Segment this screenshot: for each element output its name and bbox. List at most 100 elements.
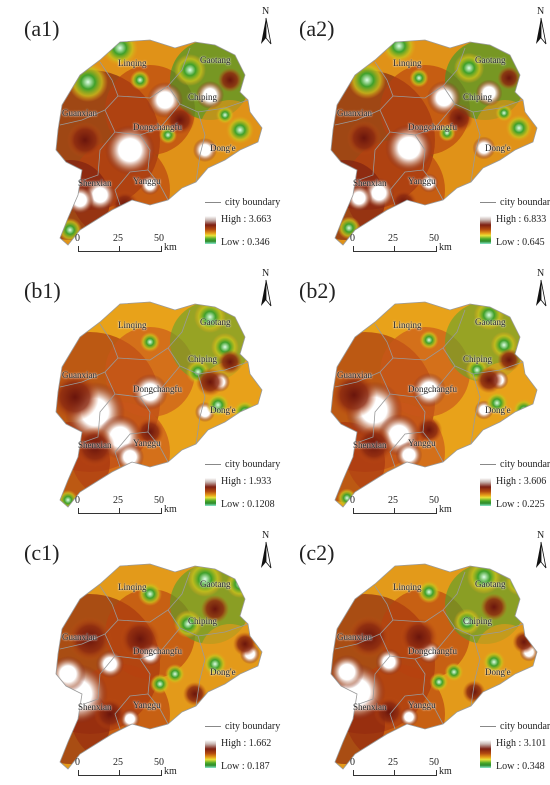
city-label-guanxian: Guanxian — [337, 632, 372, 642]
north-arrow-icon: N — [533, 6, 550, 46]
scale-bar: 0 25 50 km — [75, 233, 177, 258]
hotspot-low — [453, 52, 485, 84]
map-graphic — [55, 39, 263, 246]
hotspot-mid — [475, 366, 503, 394]
scale-tick-0: 0 — [75, 233, 80, 244]
city-label-chiping: Chiping — [188, 92, 218, 102]
city-label-shenxian: Shenxian — [353, 702, 387, 712]
hotspot-mid — [111, 191, 139, 219]
city-label-dongchangfu: Dongchangfu — [408, 646, 457, 656]
city-label-dongchangfu: Dongchangfu — [133, 122, 182, 132]
city-label-guanxian: Guanxian — [62, 632, 97, 642]
scale-unit: km — [439, 766, 452, 777]
hotspot-low — [495, 104, 513, 122]
north-arrow-icon: N — [258, 268, 278, 308]
north-label: N — [537, 530, 545, 541]
hotspot-low — [174, 610, 202, 638]
city-label-donge: Dong'e — [210, 143, 236, 153]
city-boundary-line — [59, 323, 119, 388]
scale-tick-25: 25 — [113, 233, 123, 244]
hotspot-low — [505, 568, 533, 596]
scale-tick-25: 25 — [113, 495, 123, 506]
hotspot-high — [140, 175, 160, 195]
city-label-dongchangfu: Dongchangfu — [133, 384, 182, 394]
hotspot-low — [68, 62, 108, 102]
hotspot-mid — [512, 630, 536, 654]
city-label-yanggu: Yanggu — [133, 700, 161, 710]
hotspot-high — [385, 124, 433, 172]
hotspot-mid — [218, 68, 242, 92]
map-graphic — [330, 563, 538, 770]
legend-high-label: High : 3.606 — [496, 476, 547, 487]
scale-tick-0: 0 — [350, 757, 355, 768]
hotspot-mid — [497, 348, 521, 372]
city-boundary-line — [59, 61, 119, 126]
hotspot-low — [419, 330, 439, 350]
city-boundary-line — [358, 655, 391, 705]
city-boundary-line — [358, 131, 391, 181]
legend-boundary: city boundary — [480, 721, 550, 732]
city-label-yanggu: Yanggu — [133, 438, 161, 448]
panel-label: (a2) — [299, 16, 335, 41]
scale-unit: km — [164, 504, 177, 515]
scale-tick-50: 50 — [154, 233, 164, 244]
hotspot-high — [475, 79, 503, 107]
hotspot-high — [345, 184, 373, 212]
city-label-donge: Dong'e — [485, 667, 511, 677]
hotspot-mid — [201, 595, 229, 623]
hotspot-mid — [346, 120, 382, 156]
legend-low-label: Low : 0.348 — [496, 761, 545, 772]
legend-color-ramp — [205, 740, 216, 768]
hotspot-low — [174, 54, 206, 86]
map-graphic — [330, 39, 538, 246]
north-arrow-icon: N — [533, 268, 550, 308]
city-label-dongchangfu: Dongchangfu — [408, 384, 457, 394]
city-boundary-line — [389, 169, 424, 206]
scale-unit: km — [439, 242, 452, 253]
city-label-shenxian: Shenxian — [78, 440, 112, 450]
hotspot-low — [429, 672, 449, 692]
city-label-dongchangfu: Dongchangfu — [133, 646, 182, 656]
city-label-linqing: Linqing — [393, 582, 422, 592]
city-boundary-line — [114, 693, 149, 730]
city-boundary-line — [358, 393, 391, 443]
scale-unit: km — [439, 504, 452, 515]
hotspot-low — [485, 391, 509, 415]
north-label: N — [262, 530, 270, 541]
city-label-linqing: Linqing — [118, 582, 147, 592]
map-panel-b1: (b1) Linqing Gaotang Guanxian Dongchangf… — [0, 262, 280, 523]
city-label-guanxian: Guanxian — [337, 108, 372, 118]
scale-bar: 0 25 50 km — [75, 495, 177, 520]
scale-tick-25: 25 — [113, 757, 123, 768]
hotspot-mid — [136, 418, 164, 446]
map-panel-a2: (a2) Linqing Gaotang Guanxian Dongchangf… — [275, 0, 550, 261]
scale-bar: 0 25 50 km — [75, 757, 177, 782]
scale-unit: km — [164, 766, 177, 777]
hotspot-low — [348, 61, 386, 99]
city-boundary-line — [83, 131, 116, 181]
legend-low-label: Low : 0.187 — [221, 761, 270, 772]
hotspot-low — [165, 664, 185, 684]
hotspot-mid — [373, 696, 405, 728]
city-boundary-line — [470, 373, 481, 445]
city-label-donge: Dong'e — [485, 405, 511, 415]
hotspot-mid — [75, 427, 115, 467]
scale-tick-0: 0 — [350, 495, 355, 506]
city-label-gaotang: Gaotang — [475, 55, 506, 65]
city-label-gaotang: Gaotang — [200, 579, 231, 589]
hotspot-high — [375, 648, 403, 676]
scale-tick-50: 50 — [154, 757, 164, 768]
hotspot-low — [226, 116, 254, 144]
hotspot-low — [150, 674, 170, 694]
scale-tick-25: 25 — [388, 495, 398, 506]
legend-high-label: High : 1.933 — [221, 476, 272, 487]
scale-bar: 0 25 50 km — [350, 757, 452, 782]
city-boundary-line — [470, 111, 481, 183]
map-panel-c1: (c1) Linqing Gaotang Guanxian Dongchangf… — [0, 524, 280, 785]
scale-tick-0: 0 — [350, 233, 355, 244]
hotspot-high — [331, 654, 365, 690]
city-label-donge: Dong'e — [210, 405, 236, 415]
scale-tick-0: 0 — [75, 757, 80, 768]
hotspot-low — [233, 400, 257, 424]
hotspot-mid — [497, 66, 521, 90]
